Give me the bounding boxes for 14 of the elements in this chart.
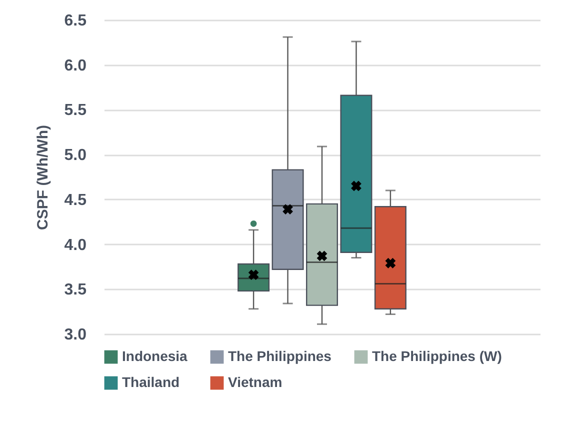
legend-label: Vietnam (228, 374, 282, 390)
y-tick-label: 3.0 (64, 326, 87, 344)
legend-label: Indonesia (122, 348, 188, 364)
legend-label: The Philippines (W) (372, 348, 502, 364)
y-tick-label: 4.5 (64, 192, 87, 209)
y-tick-label: 3.5 (64, 282, 87, 299)
y-tick-label: 4.0 (64, 236, 87, 254)
y-tick-label: 6.0 (64, 57, 87, 74)
legend-label: Thailand (122, 374, 180, 390)
legend-label: The Philippines (228, 348, 332, 364)
y-tick-label: 5.5 (64, 102, 87, 120)
y-axis-title: CSPF (Wh/Wh) (34, 125, 52, 230)
y-tick-label: 6.5 (64, 12, 87, 30)
y-tick-label: 5.0 (64, 147, 87, 164)
